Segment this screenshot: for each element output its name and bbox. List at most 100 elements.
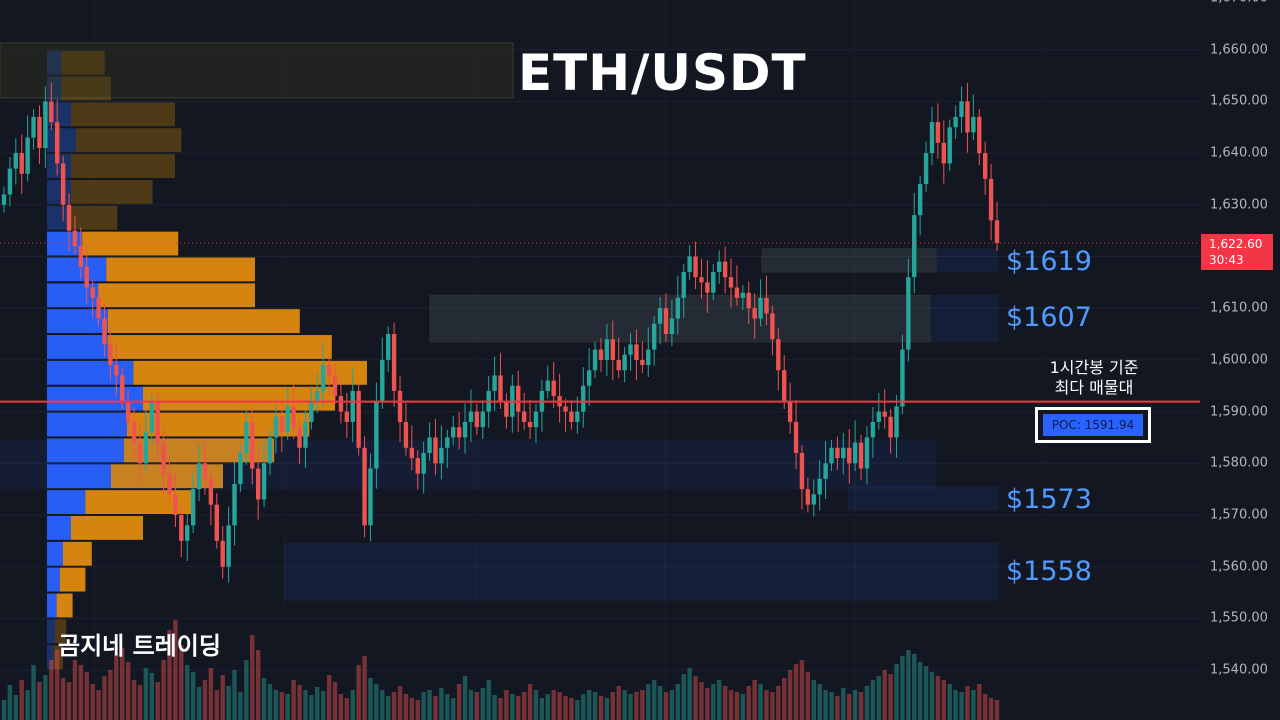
volume-bar [255,650,261,720]
volume-bar [681,674,686,720]
candle-body [876,411,881,422]
profile-down-bar [82,231,179,256]
volume-bar [143,668,149,720]
candle-body [226,525,231,567]
candle-countdown: 30:43 [1209,253,1244,267]
volume-bar [427,690,432,720]
volume-bar [935,676,941,720]
candle-body [439,447,444,464]
volume-bar [462,676,468,720]
volume-bar [651,680,657,720]
profile-down-bar [61,76,111,101]
volume-bar [238,692,243,720]
poc-label-box: POC: 1591.94 [1035,407,1151,443]
volume-bar [344,698,350,720]
volume-bar [19,680,24,720]
volume-bar [787,670,793,720]
candle-body [19,153,24,174]
candle-body [864,437,870,469]
volume-bar [510,694,515,720]
candle-body [711,272,716,293]
volume-bar [917,662,923,720]
volume-bar [782,678,787,720]
candle-body [255,468,261,500]
candle-body [60,163,66,205]
volume-bar [575,700,580,720]
volume-bar [31,665,36,720]
candle-body [13,153,19,169]
current-price-badge: 1,622.60 30:43 [1201,234,1273,270]
volume-bar [539,698,545,720]
volume-bar [49,660,54,720]
volume-bar [220,675,225,720]
candle-body [728,277,734,288]
candle-body [362,447,367,526]
candle-body [137,442,143,464]
volume-bar [492,695,497,720]
candle-body [492,375,497,391]
candle-body [935,122,941,143]
volume-profile [0,42,514,670]
volume-bar [734,692,740,720]
volume-bar [586,690,592,720]
volume-bar [439,688,444,720]
profile-up-bar [47,438,124,463]
zone-box [429,294,999,343]
candle-body [740,292,746,298]
profile-down-bar [111,464,223,489]
profile-up-bar [47,593,57,618]
volume-bar [598,696,604,720]
axis-tick-label: 1,670.00 [1210,0,1268,6]
volume-bar [669,690,675,720]
candle-body [108,344,113,366]
profile-down-bar [55,619,67,644]
volume-bar [699,682,704,720]
volume-bar [409,698,415,720]
volume-bar [716,680,722,720]
candle-body [43,101,48,148]
candle-body [651,323,657,350]
volume-bar [155,682,160,720]
volume-bar [581,694,586,720]
volume-bar [982,694,988,720]
candle-body [953,116,958,128]
candle-body [456,427,462,438]
candle-body [179,515,184,541]
candle-body [917,184,923,216]
volume-bar [190,672,196,720]
volume-bar [7,685,13,720]
volume-bar [320,691,326,720]
volume-bar [368,678,373,720]
zone-box-yellow [761,248,937,273]
volume-bar [805,672,811,720]
volume-bar [391,692,397,720]
volume-bar [84,672,89,720]
price-lines [0,242,1200,403]
volume-bar [102,676,107,720]
volume-bar [60,678,66,720]
volume-bar [906,650,911,720]
profile-up-bar [47,541,63,566]
candle-body [291,406,296,428]
volume-bar [480,688,485,720]
candle-body [37,116,42,148]
candle-body [433,437,438,464]
volume-bar [657,686,663,720]
volume-bar [167,630,172,720]
candle-body [929,122,935,154]
volume-bar [445,694,450,720]
axis-tick-label: 1,610.00 [1210,300,1268,316]
volume-bar [185,665,190,720]
volume-bars [1,620,1000,720]
volume-bar [244,660,249,720]
candle-body [155,401,160,443]
candle-body [870,421,876,438]
candle-body [793,421,799,453]
candle-body [427,437,432,453]
candle-body [888,416,893,438]
volume-bar [977,684,982,720]
profile-up-bar [47,412,127,437]
candle-body [297,427,302,448]
volume-bar [179,645,184,720]
